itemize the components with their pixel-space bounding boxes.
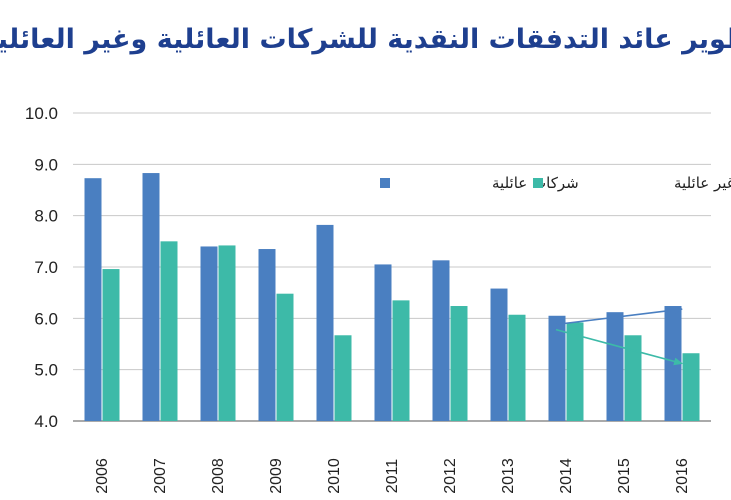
bar-non-family [102,269,120,421]
y-tick-label: 10.0 [25,104,58,123]
chart-title: تطوير عائد التدفقات النقدية للشركات العا… [0,24,731,55]
legend: شركات عائليةشركات غير عائلية [380,174,731,192]
x-tick-label: 2010 [326,458,343,494]
bar-non-family [218,245,236,421]
x-tick-label: 2009 [268,458,285,494]
bar-non-family [450,306,468,421]
y-tick-label: 8.0 [34,207,58,226]
bar-family [432,260,450,421]
x-tick-label: 2012 [442,458,459,494]
y-tick-label: 9.0 [34,155,58,174]
legend-swatch [533,178,543,188]
x-tick-label: 2008 [210,458,227,494]
legend-swatch [380,178,390,188]
bar-non-family [392,300,410,421]
bar-family [84,178,102,421]
bar-family [548,315,566,421]
legend-label: شركات غير عائلية [674,174,731,192]
bar-non-family [566,322,584,421]
bar-non-family [276,293,294,421]
x-axis-ticks: 2006 2007 2008 2009 2010 2011 2012 2013 2014 2015… [94,458,691,494]
x-tick-label: 2011 [384,459,401,494]
y-tick-label: 5.0 [34,361,58,380]
x-tick-label: 2016 [674,458,691,494]
bar-non-family [160,241,178,421]
bar-family [374,264,392,421]
y-tick-label: 4.0 [34,412,58,431]
gridlines [73,112,711,422]
trend-arrows [555,306,683,366]
bar-family [200,246,218,421]
bar-family [664,306,682,421]
trend-arrow [555,306,683,326]
x-tick-label: 2014 [558,458,575,494]
x-tick-label: 2013 [500,458,517,494]
bars [84,173,700,421]
x-tick-label: 2006 [94,458,111,494]
bar-family [142,173,160,421]
bar-family [606,312,624,421]
trend-arrow [555,328,683,366]
x-tick-label: 2007 [152,458,169,494]
bar-non-family [682,353,700,421]
y-axis-ticks: 4.0 5.0 6.0 7.0 8.0 9.0 10.0 [25,104,58,431]
y-tick-label: 7.0 [34,258,58,277]
bar-family [490,288,508,421]
bar-non-family [508,314,526,421]
bar-non-family [334,335,352,421]
y-tick-label: 6.0 [34,309,58,328]
bar-family [258,249,276,421]
bar-family [316,224,334,421]
bar-non-family [624,335,642,421]
x-tick-label: 2015 [616,458,633,494]
